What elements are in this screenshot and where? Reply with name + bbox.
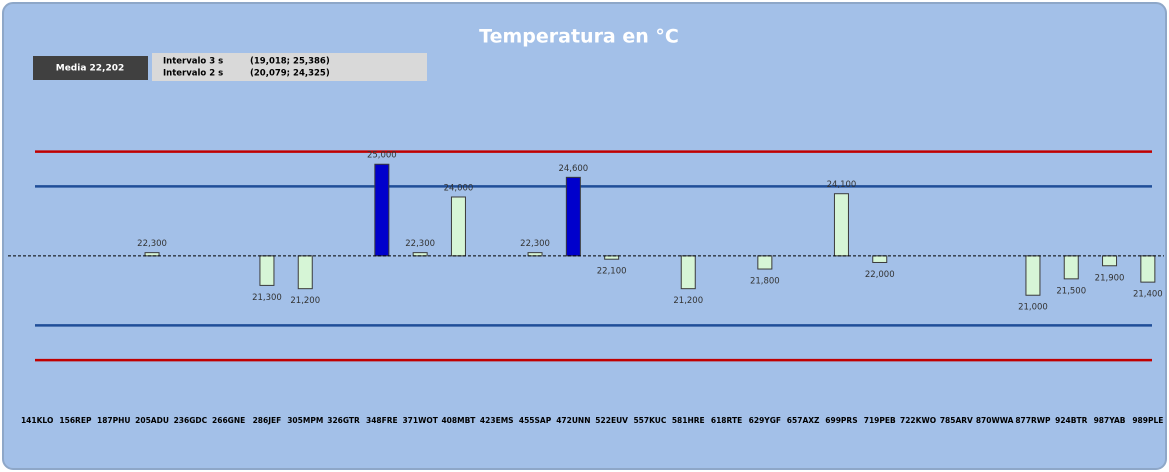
x-tick-label: 657AXZ xyxy=(787,416,820,425)
value-label: 25,000 xyxy=(367,151,397,161)
value-label: 21,200 xyxy=(673,296,703,306)
value-label: 22,300 xyxy=(405,239,435,249)
x-tick-label: 371WOT xyxy=(402,416,438,425)
value-label: 24,600 xyxy=(558,164,588,174)
x-tick-label: 987YAB xyxy=(1094,416,1126,425)
bar xyxy=(565,176,581,257)
x-tick-label: 581HRE xyxy=(672,416,705,425)
bar xyxy=(297,255,313,290)
x-tick-label: 156REP xyxy=(59,416,92,425)
x-tick-label: 266GNE xyxy=(212,416,245,425)
bar xyxy=(144,252,160,257)
bar xyxy=(872,255,888,263)
bar xyxy=(374,163,390,257)
value-label: 21,900 xyxy=(1095,273,1125,283)
x-tick-label: 722KWO xyxy=(900,416,936,425)
value-label: 22,300 xyxy=(520,239,550,249)
x-tick-label: 989PLE xyxy=(1132,416,1163,425)
x-tick-label: 236GDC xyxy=(174,416,208,425)
value-label: 22,100 xyxy=(597,267,627,277)
bar xyxy=(680,255,696,290)
x-tick-label: 408MBT xyxy=(441,416,476,425)
chart-title: Temperatura en °C xyxy=(479,26,679,48)
value-label: 24,100 xyxy=(827,180,857,190)
interval-box xyxy=(152,53,427,81)
interval-range: (19,018; 25,386) xyxy=(250,57,330,67)
value-label: 24,000 xyxy=(444,183,474,193)
value-label: 21,000 xyxy=(1018,303,1048,313)
interval-range: (20,079; 24,325) xyxy=(250,69,330,79)
x-tick-label: 305MPM xyxy=(287,416,323,425)
bar xyxy=(259,255,275,286)
value-label: 21,200 xyxy=(290,296,320,306)
x-tick-label: 719PEB xyxy=(864,416,896,425)
x-tick-label: 326GTR xyxy=(327,416,360,425)
x-tick-label: 455SAP xyxy=(519,416,552,425)
value-label: 21,400 xyxy=(1133,290,1163,300)
bar xyxy=(1102,255,1118,267)
x-tick-label: 618RTE xyxy=(711,416,742,425)
x-tick-label: 286JEF xyxy=(253,416,282,425)
mean-box xyxy=(33,56,148,80)
value-label: 21,300 xyxy=(252,293,282,303)
bar xyxy=(1025,255,1041,296)
bar xyxy=(1063,255,1079,280)
x-tick-label: 423EMS xyxy=(480,416,514,425)
interval-name: Intervalo 3 s xyxy=(163,57,223,67)
interval-name: Intervalo 2 s xyxy=(163,69,223,79)
bar xyxy=(757,255,773,270)
x-tick-label: 699PRS xyxy=(825,416,857,425)
x-tick-label: 348FRE xyxy=(366,416,398,425)
mean-label: Media 22,202 xyxy=(56,64,125,74)
value-label: 21,800 xyxy=(750,277,780,287)
bar xyxy=(1140,255,1156,283)
x-tick-label: 472UNN xyxy=(556,416,590,425)
x-tick-label: 557KUC xyxy=(633,416,666,425)
x-tick-label: 141KLO xyxy=(21,416,53,425)
bar xyxy=(833,193,849,257)
value-label: 22,300 xyxy=(137,239,167,249)
x-tick-label: 924BTR xyxy=(1055,416,1087,425)
value-label: 21,500 xyxy=(1056,286,1086,296)
x-tick-label: 205ADU xyxy=(135,416,169,425)
bar xyxy=(450,196,466,257)
x-tick-label: 187PHU xyxy=(97,416,131,425)
x-tick-label: 870WWA xyxy=(976,416,1014,425)
x-tick-label: 629YGF xyxy=(749,416,781,425)
value-label: 22,000 xyxy=(865,270,895,280)
x-tick-label: 877RWP xyxy=(1015,416,1051,425)
x-tick-label: 522EUV xyxy=(595,416,628,425)
bar xyxy=(604,255,620,260)
x-tick-label: 785ARV xyxy=(940,416,973,425)
